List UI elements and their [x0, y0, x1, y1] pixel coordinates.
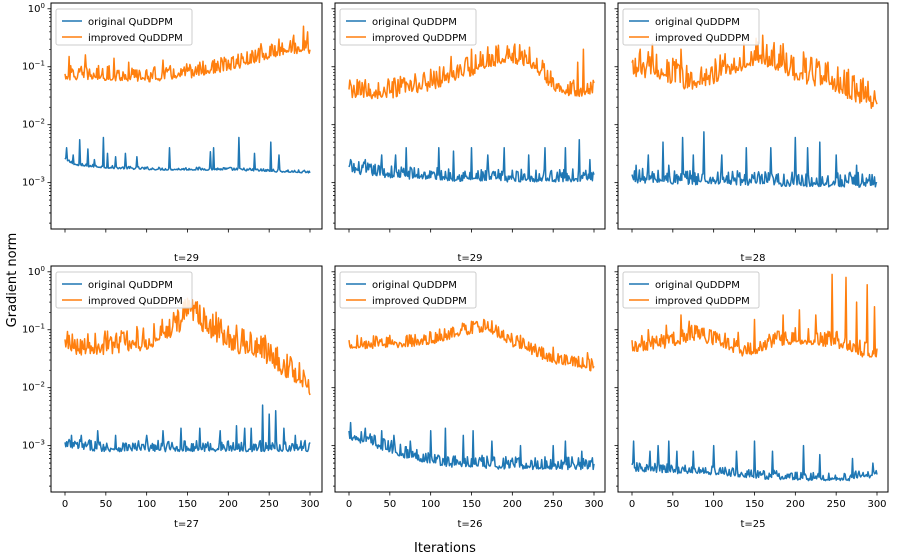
legend-label: original QuDDPM [88, 280, 173, 291]
x-tick-label: 100 [137, 499, 156, 510]
legend-label: improved QuDDPM [372, 296, 467, 307]
legend-label: improved QuDDPM [88, 296, 183, 307]
y-axis-label: Gradient norm [5, 233, 20, 328]
x-tick-label: 300 [300, 499, 319, 510]
legend-box [55, 271, 193, 309]
legend-label: original QuDDPM [655, 280, 740, 291]
subplot-title: t=29 [457, 253, 482, 264]
subplot-title: t=27 [174, 519, 199, 530]
series-line [348, 421, 595, 471]
x-tick-label: 150 [178, 499, 197, 510]
series-line [64, 404, 311, 453]
x-tick-label: 0 [346, 499, 352, 510]
x-tick-label: 150 [462, 499, 481, 510]
legend-label: original QuDDPM [655, 17, 740, 28]
legend-label: improved QuDDPM [372, 33, 467, 44]
subplot: t=28 original QuDDPM improved QuDDPM [614, 2, 889, 264]
legend-box [339, 8, 477, 46]
series-line [64, 136, 311, 174]
subplot-title: t=28 [740, 253, 765, 264]
legend-label: improved QuDDPM [655, 296, 750, 307]
legend-label: original QuDDPM [372, 17, 457, 28]
legend-label: improved QuDDPM [655, 33, 750, 44]
x-tick-label: 150 [745, 499, 764, 510]
subplot-title: t=29 [174, 253, 199, 264]
x-tick-label: 250 [544, 499, 563, 510]
legend-label: improved QuDDPM [88, 33, 183, 44]
x-tick-label: 300 [584, 499, 603, 510]
series-line [631, 440, 878, 482]
legend-label: original QuDDPM [372, 280, 457, 291]
subplot-title: t=25 [740, 519, 765, 530]
x-tick-label: 0 [629, 499, 635, 510]
x-tick-label: 100 [704, 499, 723, 510]
x-tick-label: 50 [666, 499, 679, 510]
x-axis-label: Iterations [414, 541, 476, 556]
x-tick-label: 0 [62, 499, 68, 510]
subplot: t=29 original QuDDPM improved QuDDPM [331, 2, 606, 264]
legend-label: original QuDDPM [88, 17, 173, 28]
legend-box [339, 271, 477, 309]
series-line [348, 43, 595, 100]
legend-box [622, 8, 760, 46]
x-tick-label: 50 [383, 499, 396, 510]
series-line [631, 131, 878, 188]
x-tick-label: 300 [867, 499, 886, 510]
series-line [631, 34, 878, 109]
legend-box [622, 271, 760, 309]
series-line [64, 25, 311, 83]
series-line [348, 318, 595, 372]
subplot: 0 50 100 150 200 250 300 t=26 original QuDDPM imp… [331, 265, 606, 530]
subplot-title: t=26 [457, 519, 482, 530]
x-tick-label: 50 [99, 499, 112, 510]
x-tick-label: 100 [421, 499, 440, 510]
x-tick-label: 200 [219, 499, 238, 510]
x-tick-label: 200 [786, 499, 805, 510]
x-tick-label: 250 [260, 499, 279, 510]
x-tick-label: 250 [827, 499, 846, 510]
legend-box [55, 8, 193, 46]
subplot: 0 50 100 150 200 250 300 t=25 original QuDDPM imp… [614, 265, 889, 530]
series-line [631, 273, 878, 358]
series-line [348, 138, 595, 183]
x-tick-label: 200 [503, 499, 522, 510]
